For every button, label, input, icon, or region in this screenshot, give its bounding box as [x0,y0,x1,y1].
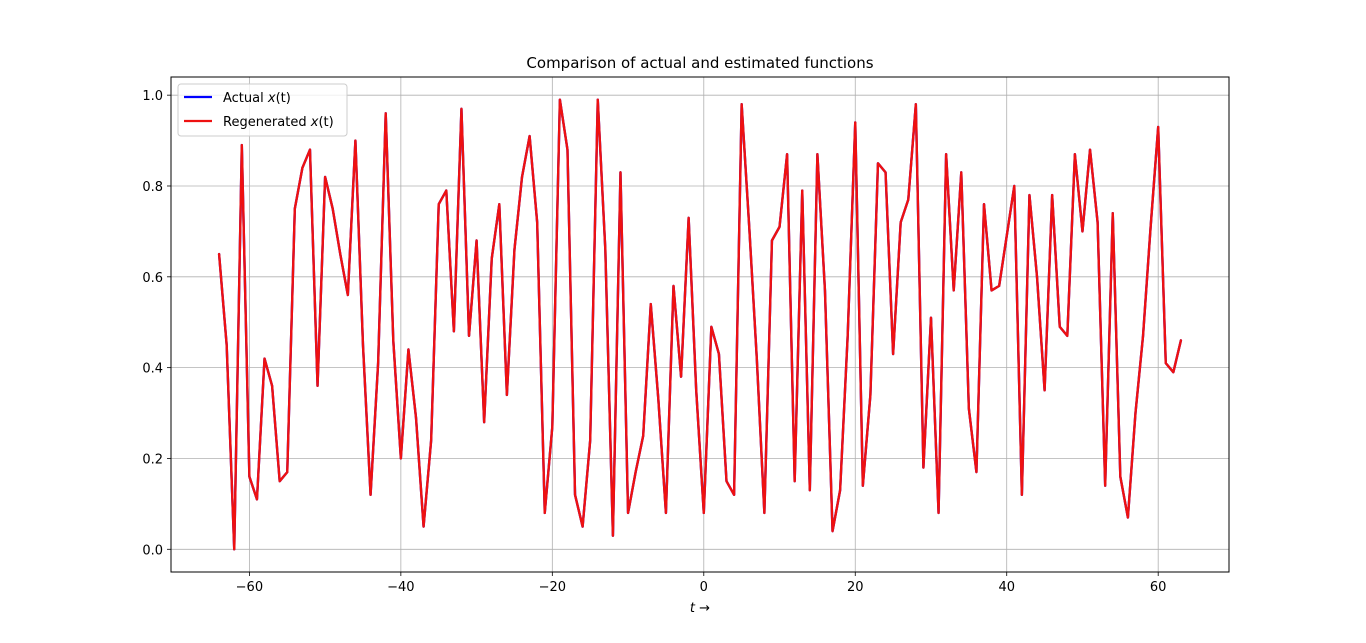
legend-label-regenerated-main: Regenerated [223,115,311,130]
plot-area-series [217,98,1183,551]
legend: Actual x(t) Regenerated x(t) [177,83,348,137]
legend-label-actual: Actual x(t) [223,91,291,106]
y-tick-label: 1.0 [142,89,163,104]
chart-title: Comparison of actual and estimated funct… [526,54,873,72]
x-tick-label: −60 [236,580,263,595]
series-line-regenerated [217,98,1183,551]
y-tick-label: 0.2 [142,452,163,467]
x-tick-label: −20 [539,580,566,595]
legend-box [177,83,348,137]
y-tick-label: 0.0 [142,543,163,558]
x-axis-label-var: t [690,601,696,616]
x-tick-label: −40 [387,580,414,595]
legend-label-regenerated: Regenerated x(t) [223,115,334,130]
x-axis-label-arrow: → [695,601,710,616]
y-tick-label: 0.4 [142,362,163,377]
legend-label-actual-main: Actual [223,91,268,106]
axis-ticks: −60 −40 −20 0 20 40 60 0.0 0.2 0.4 0.6 0.8 1.0 [142,89,1166,595]
legend-label-actual-arg: (t) [276,91,291,106]
y-tick-label: 0.6 [142,271,163,286]
x-tick-label: 40 [998,580,1015,595]
legend-label-regenerated-var: x [310,115,319,130]
plot-frame [170,76,1230,573]
x-tick-label: 20 [847,580,864,595]
legend-label-regenerated-arg: (t) [318,115,333,130]
x-tick-label: 0 [700,580,708,595]
y-tick-label: 0.8 [142,180,163,195]
legend-label-actual-var: x [267,91,276,106]
x-tick-label: 60 [1150,580,1167,595]
grid-lines [171,77,1229,572]
x-axis-label: t → [690,601,710,616]
